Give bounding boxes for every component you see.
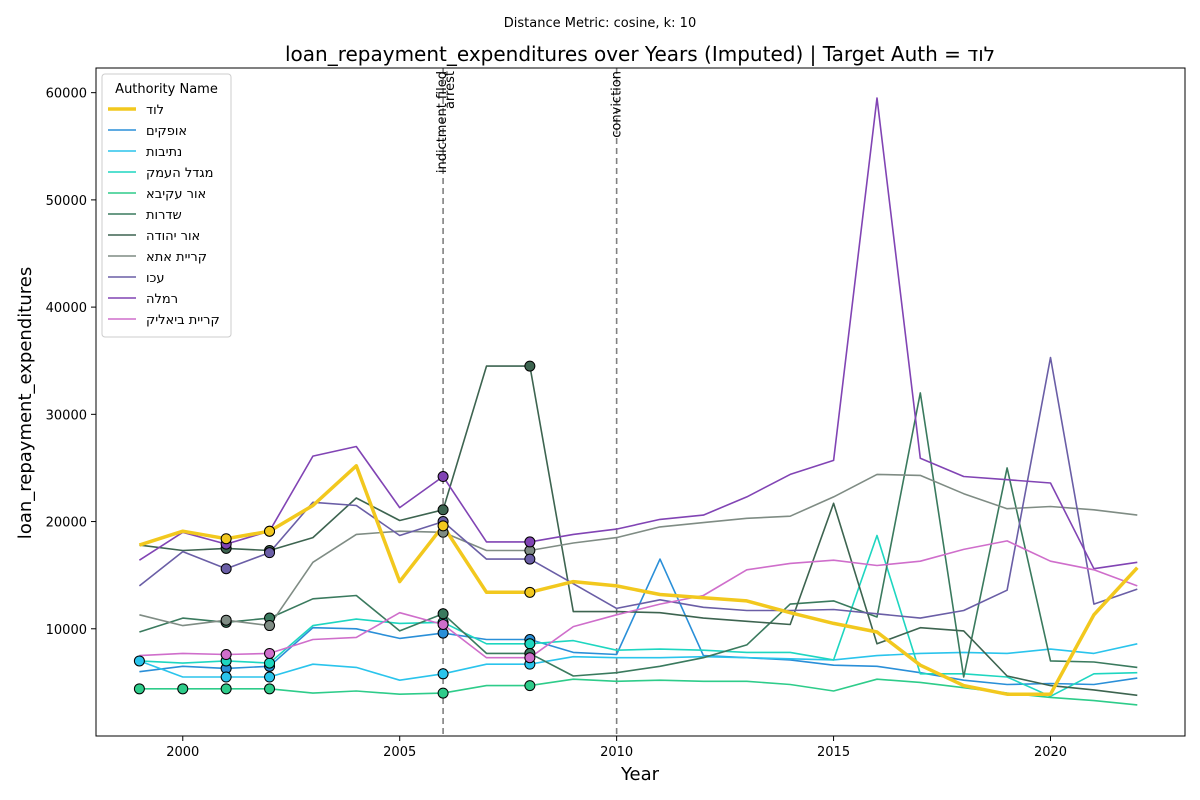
imputed-point: [177, 683, 189, 695]
imputed-point: [524, 680, 536, 692]
imputed-point: [437, 668, 449, 680]
imputed-point: [524, 553, 536, 565]
imputed-point: [133, 683, 145, 695]
event-label: indictment filed: [435, 71, 450, 173]
legend-title: Authority Name: [115, 82, 218, 97]
series-line: [139, 534, 1138, 698]
y-axis-label: loan_repayment_expenditures: [15, 267, 36, 539]
imputed-point: [524, 652, 536, 664]
chart-suptitle: Distance Metric: cosine, k: 10: [504, 16, 696, 31]
imputed-point: [264, 620, 276, 632]
y-tick-label: 30000: [46, 408, 87, 423]
imputed-point: [437, 504, 449, 516]
x-axis-label: Year: [620, 764, 660, 785]
imputed-point: [220, 533, 232, 545]
imputed-point: [437, 687, 449, 699]
legend-entry: עכו: [146, 271, 165, 286]
imputed-point: [220, 683, 232, 695]
imputed-point: [524, 360, 536, 372]
legend-entry: אופקים: [146, 124, 187, 139]
series-line: [139, 365, 1138, 697]
legend-entry: אור יהודה: [146, 229, 200, 244]
x-tick-label: 2000: [166, 745, 199, 760]
imputed-point: [524, 536, 536, 548]
legend-entry: אור עקיבא: [146, 187, 206, 202]
y-tick-label: 60000: [46, 87, 87, 102]
series-line: [139, 473, 1138, 627]
imputed-point: [437, 618, 449, 630]
y-tick-label: 40000: [46, 301, 87, 316]
legend-entry: מגדל העמק: [146, 166, 214, 181]
series-line: [138, 97, 1138, 570]
legend-box: [101, 73, 232, 338]
legend-entry: קריית אתא: [146, 250, 207, 265]
imputed-point: [220, 649, 232, 661]
imputed-point: [524, 638, 536, 650]
x-tick-label: 2005: [383, 745, 416, 760]
x-tick-label: 2020: [1034, 745, 1067, 760]
imputed-point: [220, 614, 232, 626]
legend-entry: לוד: [146, 103, 164, 118]
event-label: conviction: [610, 71, 625, 138]
legend-entry: נתיבות: [146, 145, 182, 160]
imputed-point: [264, 647, 276, 659]
imputed-point: [437, 608, 449, 620]
imputed-point: [264, 683, 276, 695]
imputed-point: [524, 586, 536, 598]
series-line: [139, 540, 1138, 659]
plot-frame: [95, 67, 1186, 737]
legend-entry: רמלה: [146, 292, 178, 307]
imputed-point: [437, 520, 449, 532]
series-line: [138, 464, 1139, 696]
x-tick-label: 2015: [817, 745, 850, 760]
y-tick-label: 20000: [46, 516, 87, 531]
y-tick-label: 10000: [46, 623, 87, 638]
y-tick-label: 50000: [46, 194, 87, 209]
imputed-point: [264, 525, 276, 537]
legend: Authority Name לוד אופקים נתיבות מגדל העמק או…: [101, 73, 232, 338]
x-tick-label: 2010: [600, 745, 633, 760]
legend-entry: קריית ביאליק: [146, 313, 220, 328]
series-line: [139, 643, 1138, 682]
imputed-point: [220, 671, 232, 683]
imputed-point: [220, 563, 232, 575]
plot-area: 2000 2005 2010 2015 2020 10000 20000 30000 40000…: [46, 68, 1139, 760]
imputed-point: [264, 547, 276, 559]
imputed-point: [133, 655, 145, 667]
chart-title: loan_repayment_expenditures over Years (…: [285, 42, 995, 66]
series-line: [139, 558, 1138, 686]
legend-entry: שדרות: [146, 208, 182, 223]
imputed-point: [437, 471, 449, 483]
series-line: [139, 392, 1138, 678]
imputed-point: [264, 657, 276, 669]
event-label: arrest: [443, 71, 458, 109]
imputed-point: [264, 671, 276, 683]
